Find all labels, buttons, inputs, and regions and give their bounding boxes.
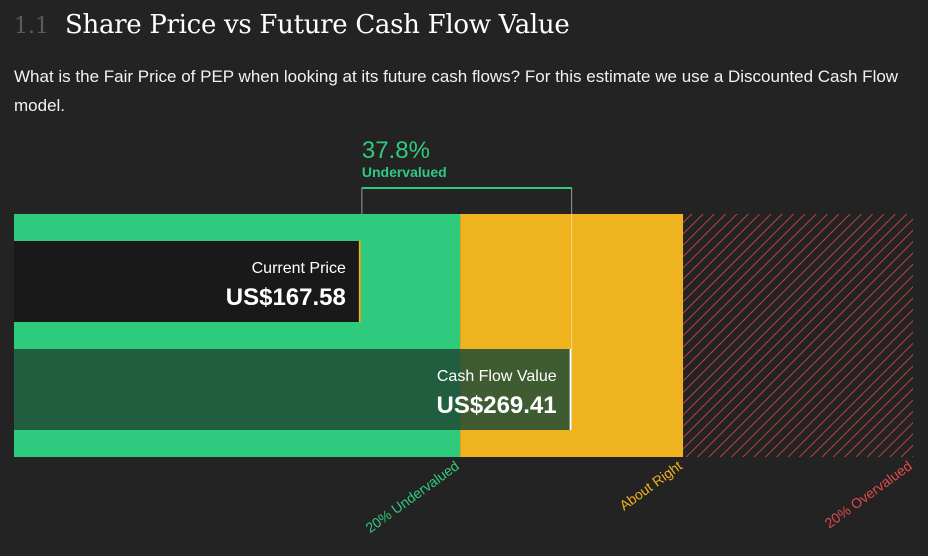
zone-overvalued bbox=[683, 214, 913, 457]
zone-label-overvalued: 20% Overvalued bbox=[822, 457, 915, 531]
zone-label-undervalued: 20% Undervalued bbox=[362, 457, 461, 535]
section-description: What is the Fair Price of PEP when looki… bbox=[14, 67, 899, 115]
cash-flow-value-bar bbox=[14, 349, 572, 430]
current-price-bar-marker bbox=[358, 241, 361, 322]
zone-label-about-right: About Right bbox=[616, 457, 685, 513]
section-number: 1.1 bbox=[14, 14, 49, 39]
difference-bracket bbox=[361, 187, 573, 214]
current-price-bar bbox=[14, 241, 361, 322]
current-price-bar-label: Current Price bbox=[252, 260, 346, 277]
section-header: 1.1 Share Price vs Future Cash Flow Valu… bbox=[14, 10, 570, 40]
difference-label: Undervalued bbox=[362, 164, 447, 180]
cash-flow-value-bar-label: Cash Flow Value bbox=[437, 368, 557, 385]
cash-flow-value-bar-marker bbox=[569, 349, 572, 430]
section-title: Share Price vs Future Cash Flow Value bbox=[65, 10, 570, 40]
current-price-bar-value: US$167.58 bbox=[226, 284, 346, 311]
cash-flow-value-bar-value: US$269.41 bbox=[437, 392, 557, 419]
difference-percent: 37.8% bbox=[362, 137, 430, 164]
